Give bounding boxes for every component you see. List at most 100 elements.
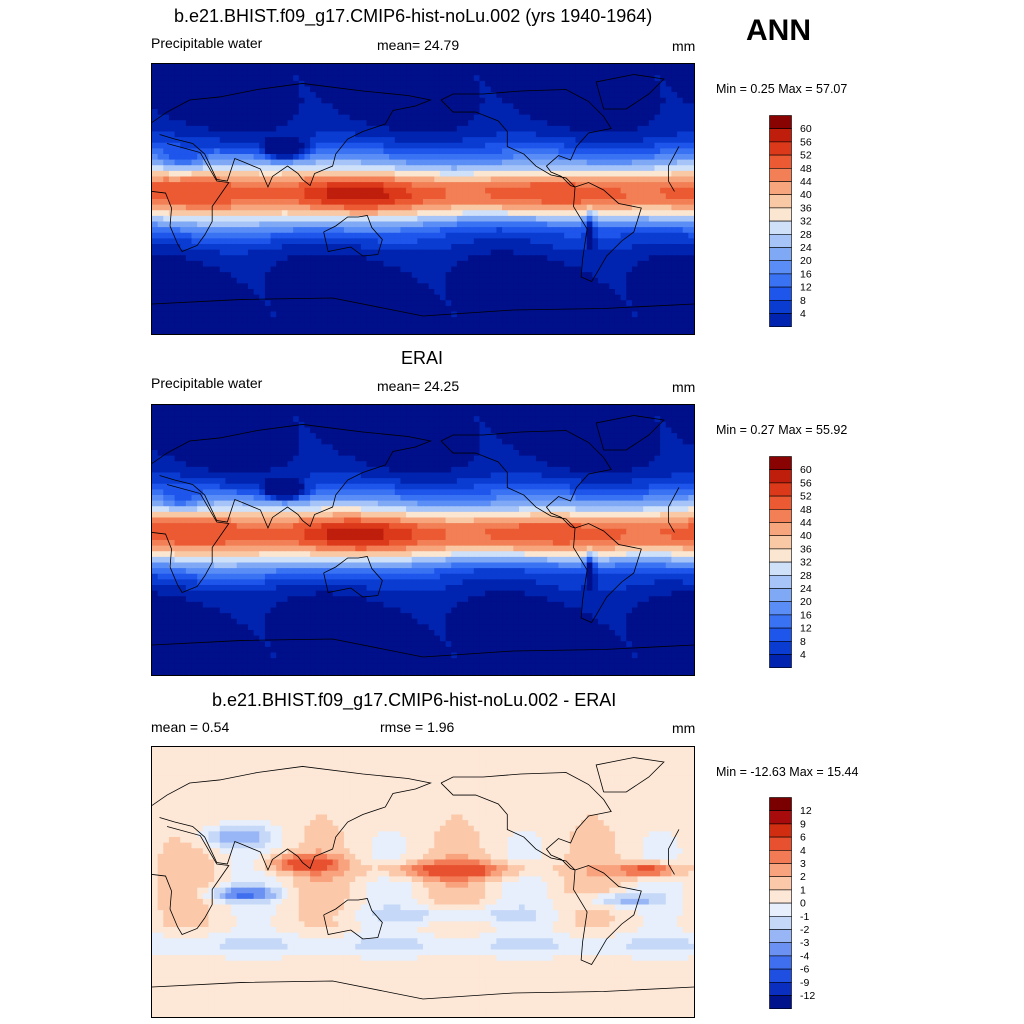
map-cell — [547, 243, 554, 251]
map-cell — [586, 266, 593, 273]
map-cell — [349, 182, 356, 189]
map-cell — [174, 255, 181, 262]
map-cell — [439, 328, 447, 334]
map-cell — [225, 154, 232, 161]
map-cell — [174, 182, 181, 189]
map-cell — [185, 289, 193, 296]
map-cell — [304, 154, 311, 161]
map-cell — [208, 255, 215, 262]
map-cell — [400, 148, 407, 155]
map-cell — [575, 221, 582, 228]
map-cell — [552, 92, 560, 99]
map-cell — [688, 125, 694, 133]
map-cell — [451, 311, 458, 318]
map-cell — [349, 283, 356, 290]
map-cell — [185, 92, 193, 99]
map-cell — [168, 317, 176, 324]
map-cell — [338, 311, 345, 318]
map-cell — [208, 266, 215, 273]
map-cell — [185, 154, 193, 161]
map-cell — [473, 125, 481, 133]
map-cell — [626, 108, 633, 116]
map-cell — [513, 249, 520, 256]
map-cell — [383, 283, 390, 290]
map-cell — [197, 311, 204, 318]
map-cell — [592, 131, 599, 138]
map-cell — [191, 243, 198, 251]
map-cell — [513, 75, 520, 82]
map-cell — [468, 221, 475, 228]
map-cell — [541, 215, 548, 223]
map-cell — [535, 187, 543, 194]
map-cell — [496, 103, 503, 110]
map-cell — [490, 210, 497, 217]
map-cell — [219, 137, 226, 144]
map-cell — [445, 221, 452, 228]
map-cell — [671, 120, 678, 127]
map-cell — [575, 92, 582, 99]
map-cell — [180, 421, 187, 429]
map-cell — [648, 221, 656, 228]
map-cell — [603, 165, 610, 172]
map-cell — [168, 289, 176, 296]
map-cell — [439, 199, 447, 206]
map-cell — [298, 322, 306, 329]
map-cell — [547, 199, 554, 206]
map-cell — [327, 249, 334, 256]
map-cell — [327, 69, 334, 76]
map-cell — [304, 317, 311, 324]
map-cell — [660, 322, 667, 329]
map-cell — [383, 75, 390, 82]
map-cell — [490, 277, 497, 284]
map-cell — [603, 243, 610, 251]
map-cell — [157, 165, 164, 172]
map-cell — [648, 227, 656, 234]
map-cell — [270, 416, 277, 423]
map-cell — [558, 142, 565, 149]
map-cell — [231, 137, 238, 144]
map-cell — [180, 283, 187, 290]
map-cell — [338, 266, 345, 273]
map-cell — [614, 199, 622, 206]
map-cell — [547, 103, 554, 110]
map-cell — [660, 92, 667, 99]
map-cell — [530, 80, 537, 88]
map-cell — [231, 260, 238, 268]
map-cell — [208, 328, 215, 334]
map-cell — [592, 260, 599, 268]
map-cell — [479, 227, 486, 234]
map-cell — [502, 187, 509, 194]
map-cell — [592, 210, 599, 217]
map-cell — [304, 92, 311, 99]
map-cell — [451, 260, 458, 268]
map-cell — [185, 210, 193, 217]
map-cell — [609, 80, 616, 88]
map-cell — [631, 227, 639, 234]
map-cell — [614, 243, 622, 251]
map-cell — [321, 114, 328, 121]
map-cell — [180, 317, 187, 324]
map-cell — [152, 317, 159, 324]
map-cell — [389, 170, 396, 178]
map-cell — [564, 238, 571, 245]
map-cell — [417, 64, 424, 71]
map-cell — [394, 114, 402, 121]
map-cell — [400, 277, 407, 284]
map-cell — [654, 283, 661, 290]
map-cell — [231, 243, 238, 251]
map-cell — [168, 120, 176, 127]
map-cell — [310, 131, 317, 138]
map-cell — [614, 410, 622, 417]
colorbar-tick-label: 40 — [800, 189, 812, 201]
map-cell — [552, 277, 560, 284]
map-cell — [648, 283, 656, 290]
map-cell — [423, 120, 430, 127]
map-cell — [293, 64, 300, 71]
map-cell — [214, 305, 221, 313]
map-cell — [377, 64, 385, 71]
map-cell — [225, 410, 232, 417]
map-cell — [462, 148, 469, 155]
map-cell — [552, 322, 560, 329]
map-cell — [315, 289, 322, 296]
map-cell — [242, 266, 249, 273]
